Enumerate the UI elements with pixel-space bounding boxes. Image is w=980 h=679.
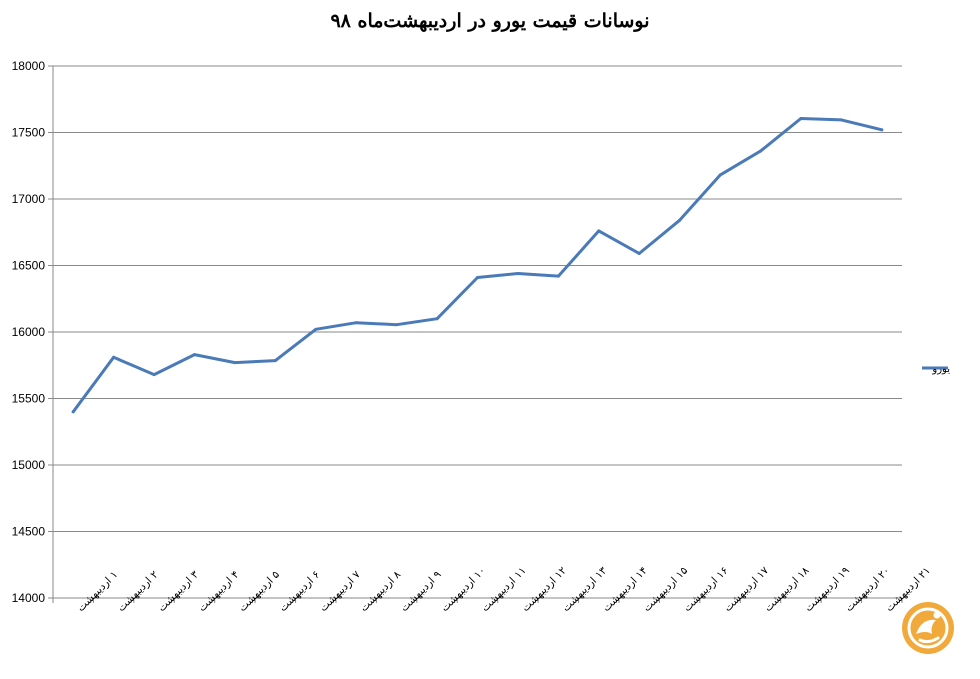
data-point (880, 128, 884, 132)
y-tick-label: 15000 (12, 458, 46, 472)
logo-icon (902, 602, 954, 654)
y-axis: 14000 14500 15000 15500 16000 16500 17000 17500… (12, 59, 54, 605)
y-tick-label: 16500 (12, 259, 46, 273)
data-point (476, 275, 479, 279)
legend-label: یورو (931, 364, 950, 375)
x-tick-label: ۱ اردیبهشت (75, 569, 120, 614)
data-point (637, 252, 641, 256)
x-tick-label: ۸ اردیبهشت (358, 568, 404, 614)
data-point (718, 173, 722, 177)
y-tick-label: 15500 (12, 392, 46, 406)
x-tick-label: ۹ اردیبهشت (398, 568, 444, 614)
data-point (395, 323, 399, 327)
data-point (597, 229, 601, 233)
data-point (273, 359, 277, 363)
grid-lines (53, 65, 902, 599)
data-point (516, 271, 520, 275)
x-tick-label: ۷ اردیبهشت (317, 568, 363, 614)
x-tick-label: ۵ اردیبهشت (237, 568, 283, 614)
y-tick-label: 17500 (12, 126, 46, 140)
data-point (193, 353, 196, 357)
data-point (354, 321, 358, 325)
y-tick-label: 18000 (12, 59, 46, 73)
data-point (678, 218, 682, 222)
chart-title: نوسانات قیمت یورو در اردیبهشت‌ماه ۹۸ (330, 10, 650, 32)
data-point (233, 361, 237, 365)
y-tick-label: 14000 (12, 591, 46, 605)
data-point (71, 410, 75, 414)
x-tick-label: ۳ اردیبهشت (156, 568, 202, 614)
data-point (556, 274, 560, 278)
data-point (112, 355, 116, 359)
legend: یورو (922, 364, 950, 375)
data-point (435, 317, 439, 321)
y-tick-label: 17000 (12, 192, 46, 206)
y-tick-label: 16000 (12, 325, 46, 339)
x-tick-label: ۲ اردیبهشت (115, 568, 161, 614)
series-layer (71, 117, 884, 414)
x-tick-label: ۶ اردیبهشت (277, 569, 322, 614)
x-tick-label: ۴ اردیبهشت (196, 569, 241, 614)
data-point (799, 117, 803, 121)
data-point (839, 118, 843, 122)
data-point (314, 327, 318, 331)
data-point (759, 149, 762, 153)
data-point (152, 373, 156, 377)
y-tick-label: 14500 (12, 525, 46, 539)
